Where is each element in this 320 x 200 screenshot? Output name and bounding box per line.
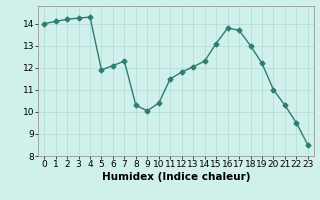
X-axis label: Humidex (Indice chaleur): Humidex (Indice chaleur) xyxy=(102,172,250,182)
